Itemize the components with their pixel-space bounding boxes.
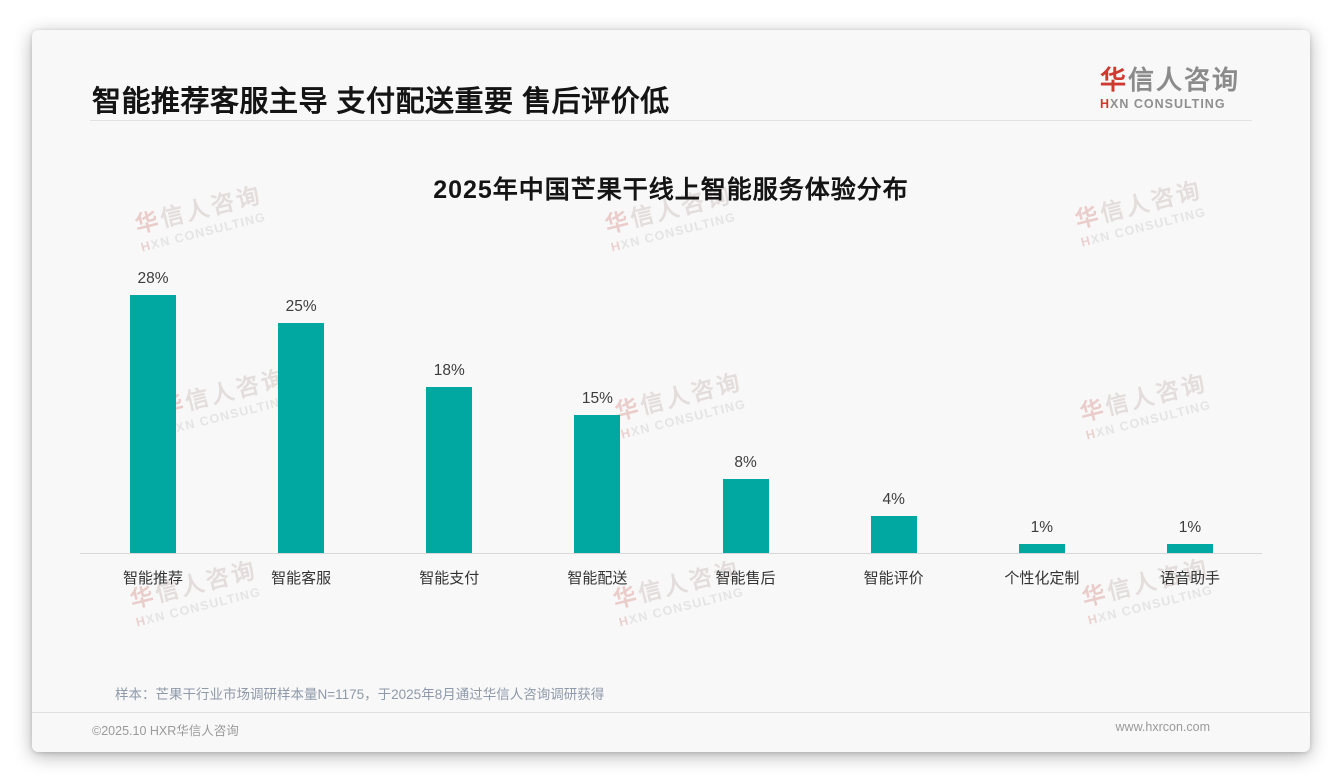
page-title: 智能推荐客服主导 支付配送重要 售后评价低 [92,86,670,118]
bar-value-label: 1% [1030,519,1054,536]
bar-chart: 28% 智能推荐 25% 智能客服 18% 智能支付 15% 智能配送 8% 智能售后 4% 智能评价… [32,30,1310,752]
chart-title: 2025年中国芒果干线上智能服务体验分布 [433,176,909,204]
brand-logo-cn-text: 信人咨询 [1127,65,1240,95]
category-label: 智能客服 [271,570,332,587]
brand-logo-chinese: 华信人咨询 [1100,60,1240,97]
bar [1018,544,1065,553]
sample-note: 样本：芒果干行业市场调研样本量N=1175，于2025年8月通过华信人咨询调研获… [115,687,605,702]
x-axis-line [80,553,1262,554]
category-label: 个性化定制 [1004,570,1080,587]
footer: ©2025.10 HXR华信人咨询 www.hxrcon.com [92,720,1210,739]
brand-logo-cn-accent: 华 [1099,65,1128,95]
bar-value-label: 8% [734,454,757,471]
bar-value-label: 4% [882,491,905,508]
website-url: www.hxrcon.com [1115,720,1210,734]
category-label: 智能配送 [567,570,628,587]
category-label: 智能评价 [863,570,924,587]
bar-value-label: 1% [1178,519,1202,536]
brand-logo-en-accent: H [1099,97,1110,111]
bar-value-label: 18% [433,362,465,379]
brand-logo-en-text: XN CONSULTING [1110,97,1226,111]
bar [426,387,473,553]
category-label: 智能支付 [419,570,480,587]
bar [722,479,769,553]
category-label: 智能售后 [715,570,776,587]
bar-value-label: 15% [581,390,613,407]
category-label: 智能推荐 [122,570,183,587]
bar [1166,544,1213,553]
copyright-text: ©2025.10 HXR华信人咨询 [92,724,239,738]
category-label: 语音助手 [1159,570,1220,587]
footer-divider [32,712,1310,713]
bar [870,516,917,553]
bar [574,415,621,553]
bar [278,323,325,553]
bar [130,295,176,553]
brand-logo-english: HXN CONSULTING [1100,97,1240,111]
bar-value-label: 28% [137,270,169,287]
header-divider [90,120,1252,121]
slide-card: 华信人咨询 HXN CONSULTING 华信人咨询 HXN CONSULTING 华信… [32,30,1310,752]
bar-value-label: 25% [285,298,317,315]
brand-logo: 华信人咨询 HXN CONSULTING [1100,60,1240,111]
